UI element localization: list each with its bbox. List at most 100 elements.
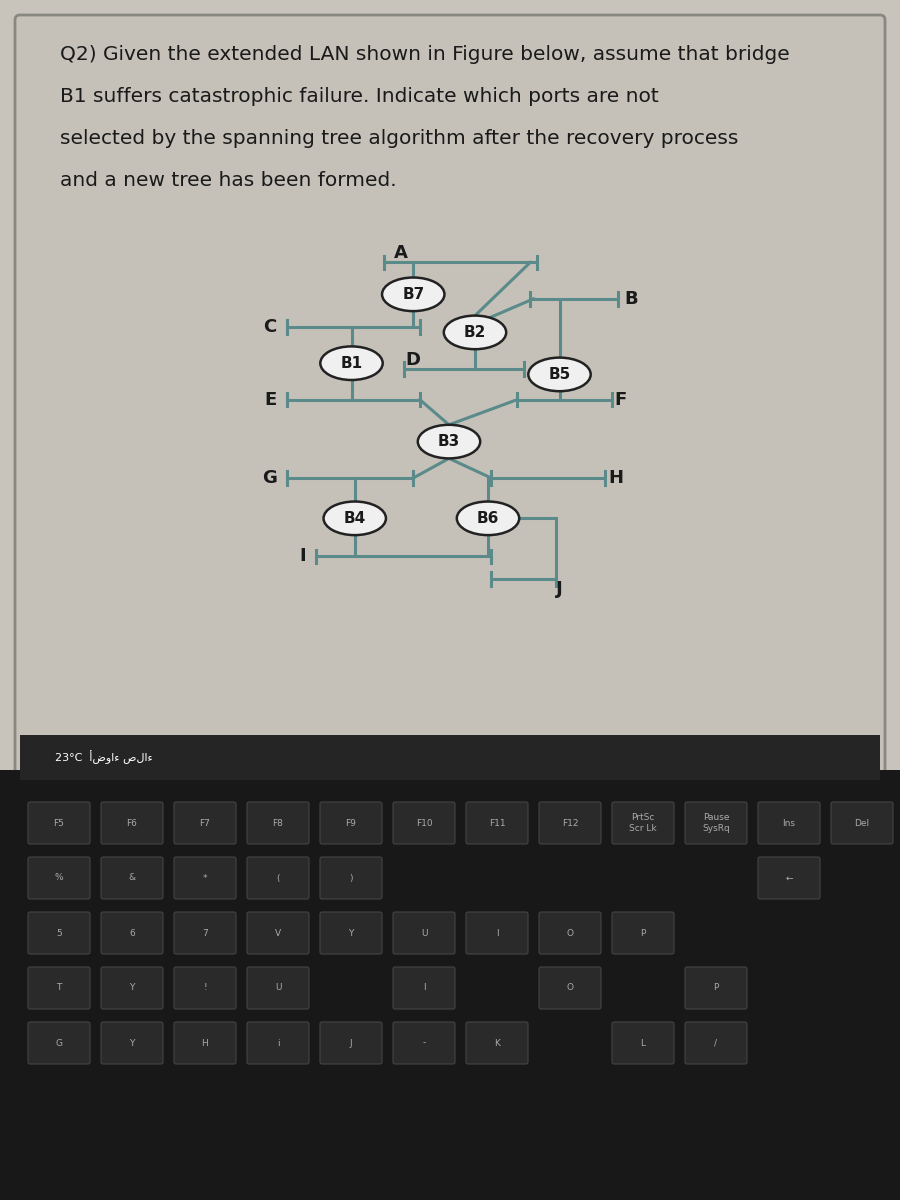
FancyBboxPatch shape xyxy=(174,912,236,954)
FancyBboxPatch shape xyxy=(15,14,885,785)
FancyBboxPatch shape xyxy=(28,1022,90,1064)
Text: V: V xyxy=(274,929,281,937)
Text: B4: B4 xyxy=(344,511,366,526)
FancyBboxPatch shape xyxy=(393,912,455,954)
FancyBboxPatch shape xyxy=(393,967,455,1009)
Text: B: B xyxy=(625,289,638,307)
FancyBboxPatch shape xyxy=(393,1022,455,1064)
Text: !: ! xyxy=(203,984,207,992)
Text: B1 suffers catastrophic failure. Indicate which ports are not: B1 suffers catastrophic failure. Indicat… xyxy=(60,86,659,106)
Text: J: J xyxy=(556,580,562,598)
Text: Y: Y xyxy=(130,984,135,992)
Text: F9: F9 xyxy=(346,818,356,828)
Text: B3: B3 xyxy=(438,434,460,449)
Text: P: P xyxy=(640,929,645,937)
Ellipse shape xyxy=(444,316,506,349)
Text: T: T xyxy=(57,984,62,992)
FancyBboxPatch shape xyxy=(685,1022,747,1064)
Text: F11: F11 xyxy=(489,818,505,828)
Text: Y: Y xyxy=(348,929,354,937)
Text: and a new tree has been formed.: and a new tree has been formed. xyxy=(60,170,397,190)
Text: H: H xyxy=(202,1038,209,1048)
FancyBboxPatch shape xyxy=(539,912,601,954)
Text: selected by the spanning tree algorithm after the recovery process: selected by the spanning tree algorithm … xyxy=(60,128,738,148)
FancyBboxPatch shape xyxy=(612,912,674,954)
Text: &: & xyxy=(129,874,136,882)
FancyBboxPatch shape xyxy=(247,1022,309,1064)
FancyBboxPatch shape xyxy=(174,1022,236,1064)
FancyBboxPatch shape xyxy=(685,802,747,844)
Text: U: U xyxy=(274,984,281,992)
FancyBboxPatch shape xyxy=(320,1022,382,1064)
FancyBboxPatch shape xyxy=(539,802,601,844)
FancyBboxPatch shape xyxy=(28,802,90,844)
FancyBboxPatch shape xyxy=(101,1022,163,1064)
Text: U: U xyxy=(421,929,428,937)
FancyBboxPatch shape xyxy=(831,802,893,844)
Text: F: F xyxy=(615,391,627,408)
Text: B2: B2 xyxy=(464,325,486,340)
Text: PrtSc
Scr Lk: PrtSc Scr Lk xyxy=(629,814,657,833)
Text: C: C xyxy=(264,318,277,336)
Text: Del: Del xyxy=(854,818,869,828)
Text: E: E xyxy=(265,391,277,408)
Ellipse shape xyxy=(382,277,445,311)
FancyBboxPatch shape xyxy=(174,857,236,899)
Text: Y: Y xyxy=(130,1038,135,1048)
Text: I: I xyxy=(496,929,499,937)
Text: B1: B1 xyxy=(340,355,363,371)
Text: 5: 5 xyxy=(56,929,62,937)
FancyBboxPatch shape xyxy=(393,802,455,844)
Ellipse shape xyxy=(457,502,519,535)
FancyBboxPatch shape xyxy=(612,802,674,844)
Text: %: % xyxy=(55,874,63,882)
FancyBboxPatch shape xyxy=(320,912,382,954)
Ellipse shape xyxy=(320,347,382,380)
Text: 6: 6 xyxy=(129,929,135,937)
Text: J: J xyxy=(350,1038,352,1048)
FancyBboxPatch shape xyxy=(466,802,528,844)
FancyBboxPatch shape xyxy=(247,967,309,1009)
Ellipse shape xyxy=(324,502,386,535)
Text: F6: F6 xyxy=(127,818,138,828)
Ellipse shape xyxy=(418,425,481,458)
Text: 23°C  أضواء صلاء: 23°C أضواء صلاء xyxy=(55,750,153,764)
FancyBboxPatch shape xyxy=(28,912,90,954)
Text: B5: B5 xyxy=(548,367,571,382)
Text: I: I xyxy=(423,984,426,992)
Text: D: D xyxy=(406,352,420,370)
Text: *: * xyxy=(202,874,207,882)
FancyBboxPatch shape xyxy=(612,1022,674,1064)
FancyBboxPatch shape xyxy=(101,912,163,954)
Text: B6: B6 xyxy=(477,511,500,526)
FancyBboxPatch shape xyxy=(101,857,163,899)
Bar xyxy=(20,734,880,780)
Text: K: K xyxy=(494,1038,500,1048)
Text: Pause
SysRq: Pause SysRq xyxy=(702,814,730,833)
Text: G: G xyxy=(262,469,277,487)
FancyBboxPatch shape xyxy=(758,802,820,844)
Bar xyxy=(0,770,900,1200)
FancyBboxPatch shape xyxy=(28,857,90,899)
Text: A: A xyxy=(394,244,408,262)
Text: F7: F7 xyxy=(200,818,211,828)
FancyBboxPatch shape xyxy=(174,967,236,1009)
Text: F8: F8 xyxy=(273,818,284,828)
Text: F12: F12 xyxy=(562,818,578,828)
Text: H: H xyxy=(608,469,623,487)
Text: F5: F5 xyxy=(54,818,65,828)
Text: G: G xyxy=(56,1038,62,1048)
Text: P: P xyxy=(714,984,719,992)
Text: 7: 7 xyxy=(202,929,208,937)
FancyBboxPatch shape xyxy=(466,912,528,954)
FancyBboxPatch shape xyxy=(247,802,309,844)
Text: i: i xyxy=(276,1038,279,1048)
Ellipse shape xyxy=(528,358,590,391)
FancyBboxPatch shape xyxy=(685,967,747,1009)
Text: /: / xyxy=(715,1038,717,1048)
FancyBboxPatch shape xyxy=(539,967,601,1009)
FancyBboxPatch shape xyxy=(466,1022,528,1064)
Text: ←: ← xyxy=(785,874,793,882)
Text: -: - xyxy=(422,1038,426,1048)
FancyBboxPatch shape xyxy=(247,857,309,899)
